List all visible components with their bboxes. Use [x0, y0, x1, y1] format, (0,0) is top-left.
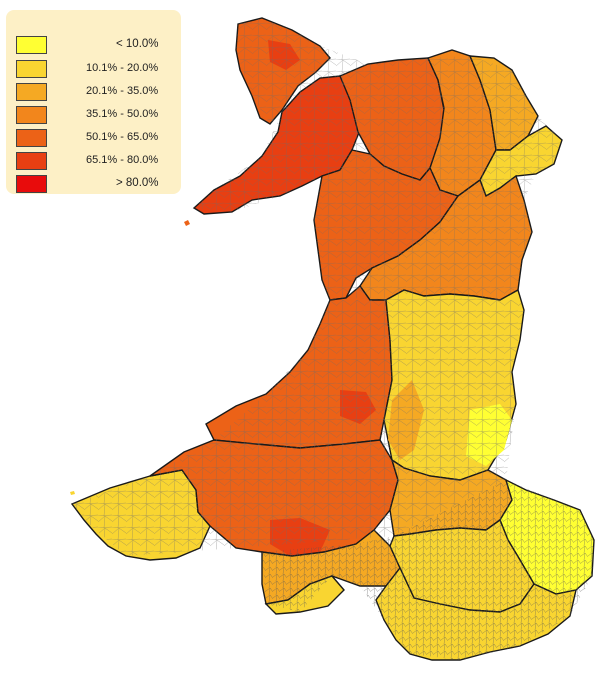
legend-item-1: < 10.0%	[16, 36, 176, 56]
legend-swatch-7	[16, 175, 47, 193]
legend-swatch-2	[16, 60, 47, 78]
legend-swatch-6	[16, 152, 47, 170]
legend-item-4: 35.1% - 50.0%	[16, 106, 176, 126]
legend-label-3: 20.1% - 35.0%	[86, 85, 159, 97]
legend-label-1: < 10.0%	[116, 38, 159, 50]
legend-swatch-5	[16, 129, 47, 147]
island-bardsey	[184, 220, 190, 226]
legend-item-7: > 80.0%	[16, 175, 176, 195]
legend-label-5: 50.1% - 65.0%	[86, 131, 159, 143]
legend-label-7: > 80.0%	[116, 177, 159, 189]
legend-item-3: 20.1% - 35.0%	[16, 83, 176, 103]
legend-swatch-4	[16, 106, 47, 124]
legend-label-6: 65.1% - 80.0%	[86, 154, 159, 166]
legend-item-2: 10.1% - 20.0%	[16, 60, 176, 80]
legend-item-5: 50.1% - 65.0%	[16, 129, 176, 149]
legend-swatch-3	[16, 83, 47, 101]
legend-label-2: 10.1% - 20.0%	[86, 62, 159, 74]
ward-boundaries	[194, 18, 562, 300]
legend-swatch-1	[16, 36, 47, 54]
legend-label-4: 35.1% - 50.0%	[86, 108, 159, 120]
island-caldey	[70, 491, 75, 495]
map-legend: < 10.0% 10.1% - 20.0% 20.1% - 35.0% 35.1…	[6, 10, 181, 194]
legend-item-6: 65.1% - 80.0%	[16, 152, 176, 172]
